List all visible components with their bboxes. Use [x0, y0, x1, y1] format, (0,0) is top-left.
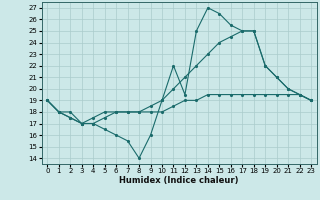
X-axis label: Humidex (Indice chaleur): Humidex (Indice chaleur): [119, 176, 239, 185]
